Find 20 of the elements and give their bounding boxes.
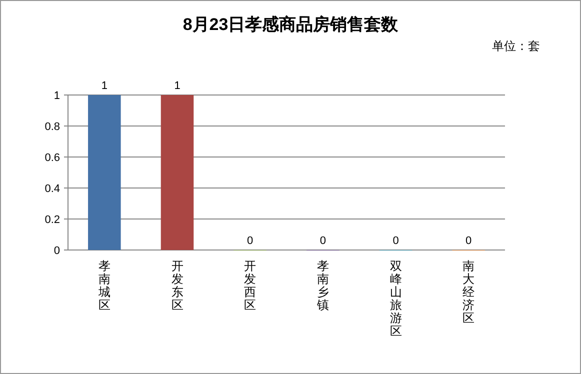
x-tick-label: 南大经济区 xyxy=(462,259,475,325)
data-label: 0 xyxy=(466,235,472,247)
y-tick-label: 0.8 xyxy=(44,121,60,133)
y-tick-label: 0.2 xyxy=(44,214,60,226)
y-tick-label: 1 xyxy=(54,90,60,102)
x-tick-label: 双峰山旅游区 xyxy=(390,259,402,338)
data-label: 0 xyxy=(247,235,254,247)
data-label: 1 xyxy=(101,80,108,92)
data-label: 0 xyxy=(320,235,326,247)
x-tick-label: 孝南城区 xyxy=(97,259,110,312)
y-tick-label: 0.6 xyxy=(44,152,60,164)
y-tick-label: 0.4 xyxy=(44,183,60,195)
data-label: 1 xyxy=(174,80,180,92)
data-label: 0 xyxy=(392,235,399,247)
x-tick-label: 开发东区 xyxy=(171,259,184,312)
x-tick-label: 开发西区 xyxy=(244,259,256,312)
chart-subtitle: 单位：套 xyxy=(492,39,540,53)
chart-title: 8月23日孝感商品房销售套数 xyxy=(182,15,400,34)
x-tick-label: 孝南乡镇 xyxy=(316,259,329,312)
y-tick-label: 0 xyxy=(54,245,60,257)
